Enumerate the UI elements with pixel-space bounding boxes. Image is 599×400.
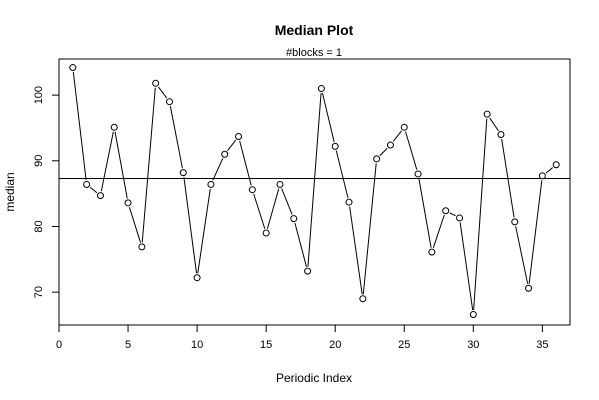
data-point bbox=[207, 180, 215, 188]
series-segment bbox=[459, 222, 474, 311]
data-point bbox=[221, 150, 229, 158]
data-point bbox=[69, 64, 77, 72]
chart-title: Median Plot bbox=[275, 22, 354, 38]
data-point bbox=[276, 180, 284, 188]
y-axis-label: median bbox=[3, 172, 17, 211]
series-segment bbox=[141, 87, 156, 243]
series-segment bbox=[266, 188, 280, 229]
data-point bbox=[511, 218, 519, 226]
series-segment bbox=[528, 180, 543, 284]
series-points bbox=[69, 64, 560, 318]
series-segment bbox=[239, 140, 252, 186]
x-tick-label: 15 bbox=[260, 339, 272, 351]
series-segment bbox=[212, 158, 224, 181]
data-point bbox=[96, 192, 104, 200]
series-segment bbox=[515, 226, 529, 284]
data-point bbox=[331, 142, 339, 150]
x-tick-label: 35 bbox=[536, 339, 548, 351]
data-point bbox=[469, 310, 477, 318]
data-point bbox=[483, 110, 491, 118]
series-segment bbox=[253, 193, 266, 229]
series-segment bbox=[321, 92, 335, 143]
data-point bbox=[262, 229, 270, 237]
series-segment bbox=[197, 188, 211, 274]
series-segment bbox=[473, 118, 488, 311]
y-tick-label: 80 bbox=[33, 220, 45, 232]
series-segment bbox=[128, 206, 141, 243]
x-tick-label: 25 bbox=[398, 339, 410, 351]
data-point bbox=[317, 85, 325, 93]
data-point bbox=[83, 180, 91, 188]
plot-frame bbox=[58, 58, 571, 326]
data-point bbox=[235, 133, 243, 141]
series-segment bbox=[379, 147, 388, 157]
data-point bbox=[552, 161, 560, 169]
series-segment bbox=[294, 222, 307, 267]
series-segment bbox=[418, 178, 432, 248]
x-tick-label: 10 bbox=[191, 339, 203, 351]
series-segment bbox=[489, 117, 499, 132]
data-point bbox=[442, 207, 450, 215]
series-segment bbox=[281, 188, 293, 215]
series-segment bbox=[349, 206, 363, 295]
data-point bbox=[525, 284, 533, 292]
x-axis: 0 5 10 15 20 25 30 35 bbox=[56, 324, 549, 351]
x-tick-label: 0 bbox=[56, 339, 62, 351]
data-point bbox=[152, 79, 160, 87]
x-tick-label: 20 bbox=[329, 339, 341, 351]
y-tick-label: 90 bbox=[33, 155, 45, 167]
data-point bbox=[290, 215, 298, 223]
series-segment bbox=[335, 150, 349, 198]
data-point bbox=[400, 123, 408, 131]
x-tick-label: 5 bbox=[125, 339, 131, 351]
y-tick-label: 100 bbox=[33, 86, 45, 104]
data-point bbox=[248, 186, 256, 194]
series-segment bbox=[449, 212, 456, 217]
series-segment bbox=[227, 139, 237, 151]
series-segment bbox=[72, 71, 87, 181]
data-point bbox=[193, 274, 201, 282]
chart-subtitle: #blocks = 1 bbox=[286, 47, 342, 59]
data-point bbox=[414, 170, 422, 178]
data-point bbox=[179, 169, 187, 177]
series-segment bbox=[89, 186, 98, 194]
data-point bbox=[456, 214, 464, 222]
x-tick-label: 30 bbox=[467, 339, 479, 351]
data-point bbox=[538, 172, 546, 180]
series-segment bbox=[432, 214, 445, 248]
series-segment bbox=[100, 131, 114, 192]
series-segment bbox=[501, 138, 515, 218]
series-line-segments bbox=[72, 71, 554, 311]
data-point bbox=[110, 123, 118, 131]
series-segment bbox=[114, 131, 128, 199]
series-segment bbox=[362, 163, 377, 295]
data-point bbox=[373, 155, 381, 163]
data-point bbox=[124, 199, 132, 207]
y-tick-label: 70 bbox=[33, 286, 45, 298]
data-point bbox=[497, 131, 505, 139]
series-segment bbox=[169, 106, 183, 169]
series-segment bbox=[392, 130, 402, 142]
series-segment bbox=[157, 86, 168, 99]
data-point bbox=[165, 98, 173, 106]
data-point bbox=[428, 248, 436, 256]
series-segment bbox=[183, 177, 198, 274]
series-segment bbox=[307, 93, 322, 267]
data-point bbox=[359, 295, 367, 303]
series-segment bbox=[545, 167, 554, 174]
data-point bbox=[138, 243, 146, 251]
x-axis-label: Periodic Index bbox=[276, 371, 352, 385]
data-point bbox=[304, 267, 312, 275]
series-segment bbox=[405, 131, 418, 170]
y-axis: 70 80 90 100 bbox=[33, 86, 60, 298]
data-point bbox=[386, 141, 394, 149]
data-point bbox=[345, 198, 353, 206]
